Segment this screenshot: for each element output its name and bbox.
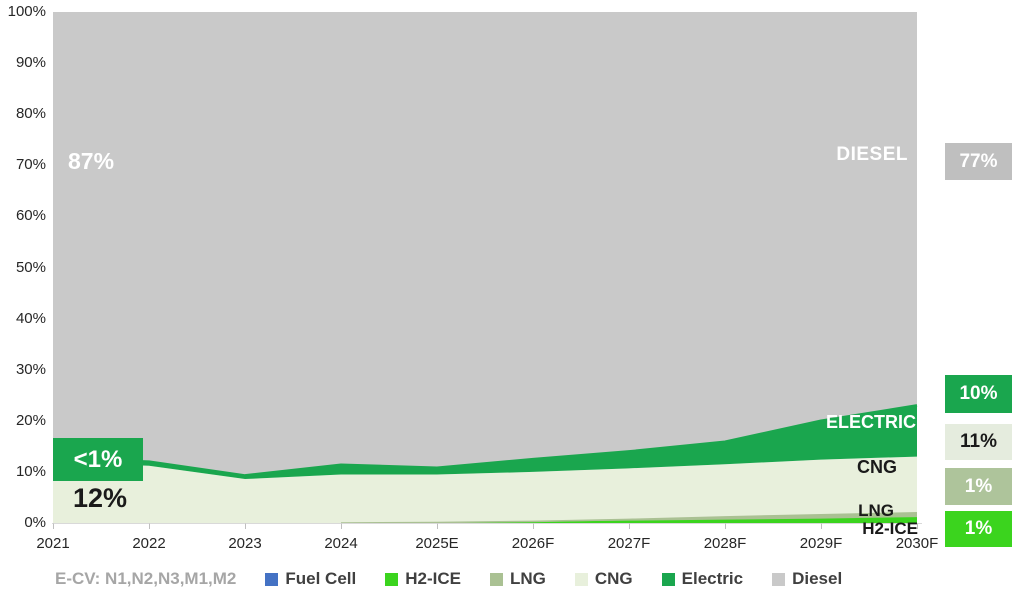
area-cng: [53, 456, 917, 523]
area-diesel: [53, 12, 917, 476]
x-tick-label: 2024: [324, 535, 358, 552]
legend-item-label: Electric: [681, 569, 744, 588]
legend-item-label: Fuel Cell: [285, 569, 357, 588]
legend: E-CV: N1,N2,N3,M1,M2 Fuel Cell H2-ICE LNG C…: [55, 569, 842, 589]
h2ice-2030-value-box: 1%: [945, 511, 1012, 547]
legend-item-label: LNG: [509, 569, 546, 588]
h2ice-series-label: H2-ICE: [862, 519, 918, 538]
y-tick-label: 0%: [24, 514, 46, 531]
y-tick-label: 80%: [15, 105, 46, 123]
lng-series-label: LNG: [858, 501, 894, 520]
legend-item-h2-ice: H2-ICE: [385, 569, 461, 589]
edge-electric: [52, 404, 918, 477]
area-h2-ice: [53, 517, 917, 523]
y-tick-label: 10%: [15, 462, 46, 480]
x-tick-label: 2022: [132, 535, 166, 552]
x-tick-label: 2021: [36, 535, 70, 552]
y-tick-label: 60%: [15, 207, 46, 225]
edge-lng: [340, 511, 918, 524]
electric-2021-callout: <1%: [53, 438, 143, 481]
legend-swatch-icon: [385, 572, 399, 586]
legend-item-electric: Electric: [661, 569, 744, 589]
diesel-2030-value-box: 77%: [945, 143, 1012, 180]
cng-2030-value-box: 11%: [945, 424, 1012, 460]
cng-2021-value-label: 12%: [72, 483, 128, 513]
area-electric: [53, 405, 917, 480]
legend-swatch-icon: [489, 572, 503, 586]
legend-item-lng: LNG: [489, 569, 546, 589]
x-tick-label: 2026F: [511, 535, 555, 552]
legend-swatch-icon: [772, 572, 786, 586]
x-tick-label: 2029F: [799, 535, 843, 552]
x-tick-label: 2025E: [415, 535, 459, 552]
diesel-2021-value-label: 87%: [68, 148, 115, 174]
legend-swatch-icon: [574, 572, 588, 586]
legend-item-fuel-cell: Fuel Cell: [265, 569, 356, 589]
lng-2030-value-box: 1%: [945, 468, 1012, 505]
cng-series-label: CNG: [857, 457, 897, 477]
legend-swatch-icon: [265, 572, 279, 586]
x-tick-label: 2023: [228, 535, 262, 552]
electric-series-label: ELECTRIC: [826, 412, 916, 432]
y-tick-label: 30%: [15, 360, 46, 378]
y-tick-label: 90%: [15, 54, 46, 72]
x-tick-label: 2027F: [607, 535, 651, 552]
x-tick-label: 2030F: [895, 535, 939, 552]
legend-item-label: CNG: [594, 569, 633, 588]
edge-h2-ice: [436, 517, 918, 524]
diesel-series-label: DIESEL: [836, 144, 908, 165]
legend-note: E-CV: N1,N2,N3,M1,M2: [55, 569, 237, 588]
legend-item-cng: CNG: [574, 569, 633, 589]
y-tick-label: 70%: [15, 156, 46, 174]
legend-item-label: Diesel: [792, 569, 843, 588]
legend-swatch-icon: [661, 572, 675, 586]
y-tick-label: 20%: [15, 411, 46, 429]
y-tick-label: 50%: [15, 258, 46, 276]
y-tick-label: 40%: [15, 309, 46, 327]
y-tick-label: 100%: [7, 3, 46, 20]
legend-item-label: H2-ICE: [405, 569, 461, 588]
x-tick-label: 2028F: [703, 535, 747, 552]
legend-item-diesel: Diesel: [772, 569, 842, 589]
electric-2030-value-box: 10%: [945, 375, 1012, 413]
